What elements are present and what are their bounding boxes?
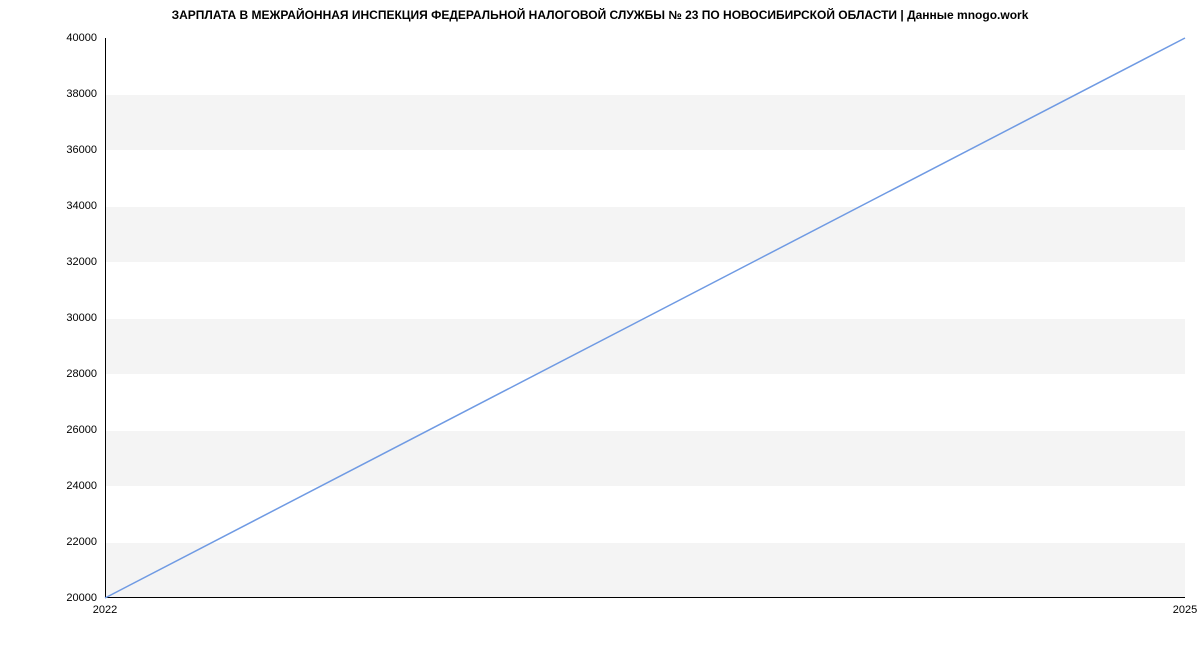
y-tick-label: 30000 [66, 312, 97, 324]
x-tick-label: 2022 [93, 604, 117, 616]
y-tick-label: 20000 [66, 592, 97, 604]
y-tick-label: 38000 [66, 88, 97, 100]
y-tick-label: 22000 [66, 536, 97, 548]
chart-title: ЗАРПЛАТА В МЕЖРАЙОННАЯ ИНСПЕКЦИЯ ФЕДЕРАЛ… [0, 8, 1200, 22]
y-tick-label: 36000 [66, 144, 97, 156]
y-tick-label: 26000 [66, 424, 97, 436]
y-tick-label: 24000 [66, 480, 97, 492]
y-tick-label: 40000 [66, 32, 97, 44]
y-tick-label: 34000 [66, 200, 97, 212]
y-tick-label: 28000 [66, 368, 97, 380]
x-tick-label: 2025 [1173, 604, 1197, 616]
gridline [105, 598, 1185, 599]
plot-area: 2000022000240002600028000300003200034000… [105, 38, 1185, 598]
chart-container: ЗАРПЛАТА В МЕЖРАЙОННАЯ ИНСПЕКЦИЯ ФЕДЕРАЛ… [0, 0, 1200, 650]
y-tick-label: 32000 [66, 256, 97, 268]
